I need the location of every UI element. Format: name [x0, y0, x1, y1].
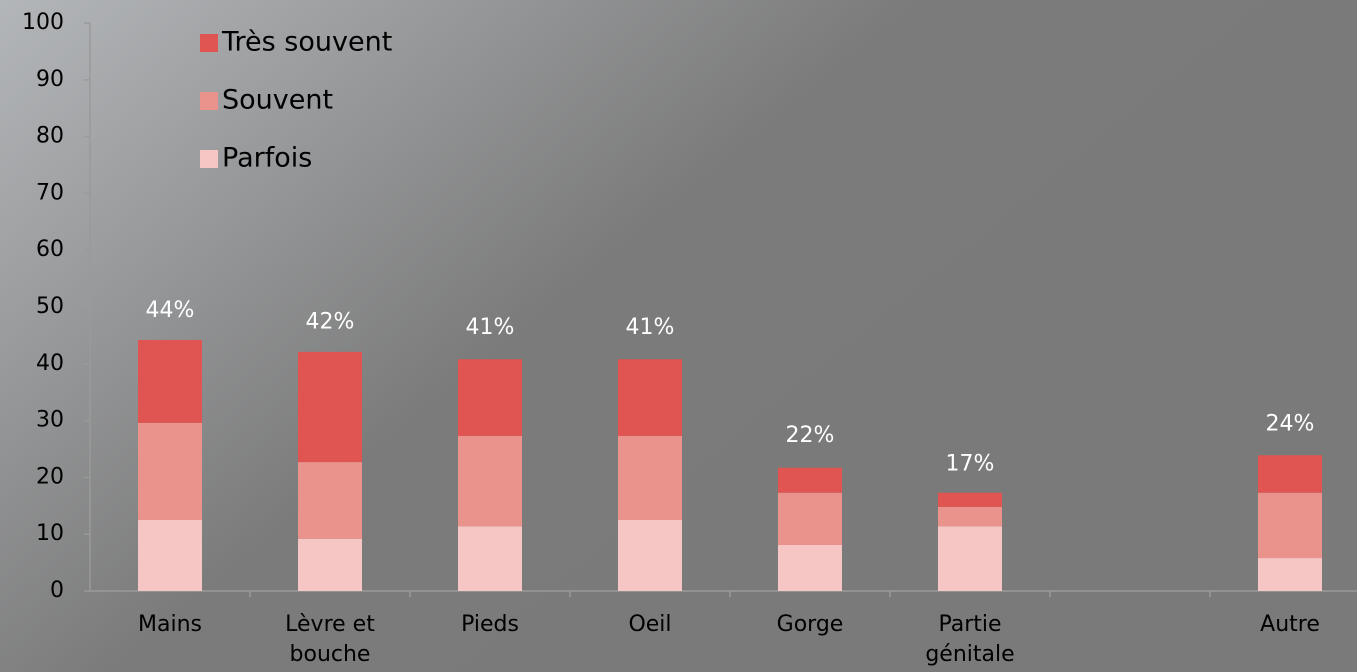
y-tick-label: 60 [36, 237, 64, 262]
y-tick-label: 0 [50, 578, 64, 603]
y-tick-label: 40 [36, 351, 64, 376]
y-tick-label: 30 [36, 408, 64, 433]
total-label: 24% [1266, 412, 1315, 437]
bar-segment [778, 467, 842, 493]
x-tick-label: Lèvre et bouche [285, 612, 375, 667]
x-tick-label: Oeil [628, 612, 671, 637]
x-tick-label: Partie génitale [925, 612, 1014, 667]
bar-segment [778, 492, 842, 545]
total-label: 41% [466, 315, 515, 340]
y-tick-label: 70 [36, 180, 64, 205]
bar-segment [1258, 492, 1322, 559]
bar-segment [618, 520, 682, 591]
legend-swatch [200, 150, 218, 168]
x-tick-label: Mains [138, 612, 202, 637]
bar-segment [938, 506, 1002, 527]
bar-segment [458, 359, 522, 436]
y-tick-label: 10 [36, 521, 64, 546]
bar-segment [138, 520, 202, 591]
y-tick-label: 20 [36, 464, 64, 489]
bar-segment [1258, 455, 1322, 493]
bar-segment [618, 435, 682, 520]
x-tick-label: Autre [1260, 612, 1320, 637]
total-label: 44% [146, 298, 195, 323]
legend-label: Parfois [222, 143, 312, 174]
x-tick-label: Gorge [777, 612, 844, 637]
bar-segment [938, 526, 1002, 591]
y-tick-label: 90 [36, 67, 64, 92]
bar-segment [298, 538, 362, 591]
y-tick-label: 80 [36, 124, 64, 149]
bar-segment [1258, 558, 1322, 591]
legend-swatch [200, 92, 218, 110]
total-label: 42% [306, 309, 355, 334]
y-tick-label: 50 [36, 294, 64, 319]
bar-segment [138, 339, 202, 423]
bar-segment [458, 526, 522, 591]
bar-segment [778, 544, 842, 591]
legend-label: Souvent [222, 85, 333, 116]
bar-segment [138, 422, 202, 520]
x-tick-label: Pieds [461, 612, 519, 637]
bar-segment [298, 462, 362, 539]
total-label: 41% [626, 315, 675, 340]
y-tick-label: 100 [22, 10, 64, 35]
bar-segment [458, 435, 522, 527]
total-label: 17% [946, 451, 995, 476]
legend-swatch [200, 34, 218, 52]
legend-label: Très souvent [221, 27, 392, 58]
bar-segment [938, 492, 1002, 507]
bar-segment [618, 359, 682, 436]
bar-segment [298, 351, 362, 463]
total-label: 22% [786, 423, 835, 448]
